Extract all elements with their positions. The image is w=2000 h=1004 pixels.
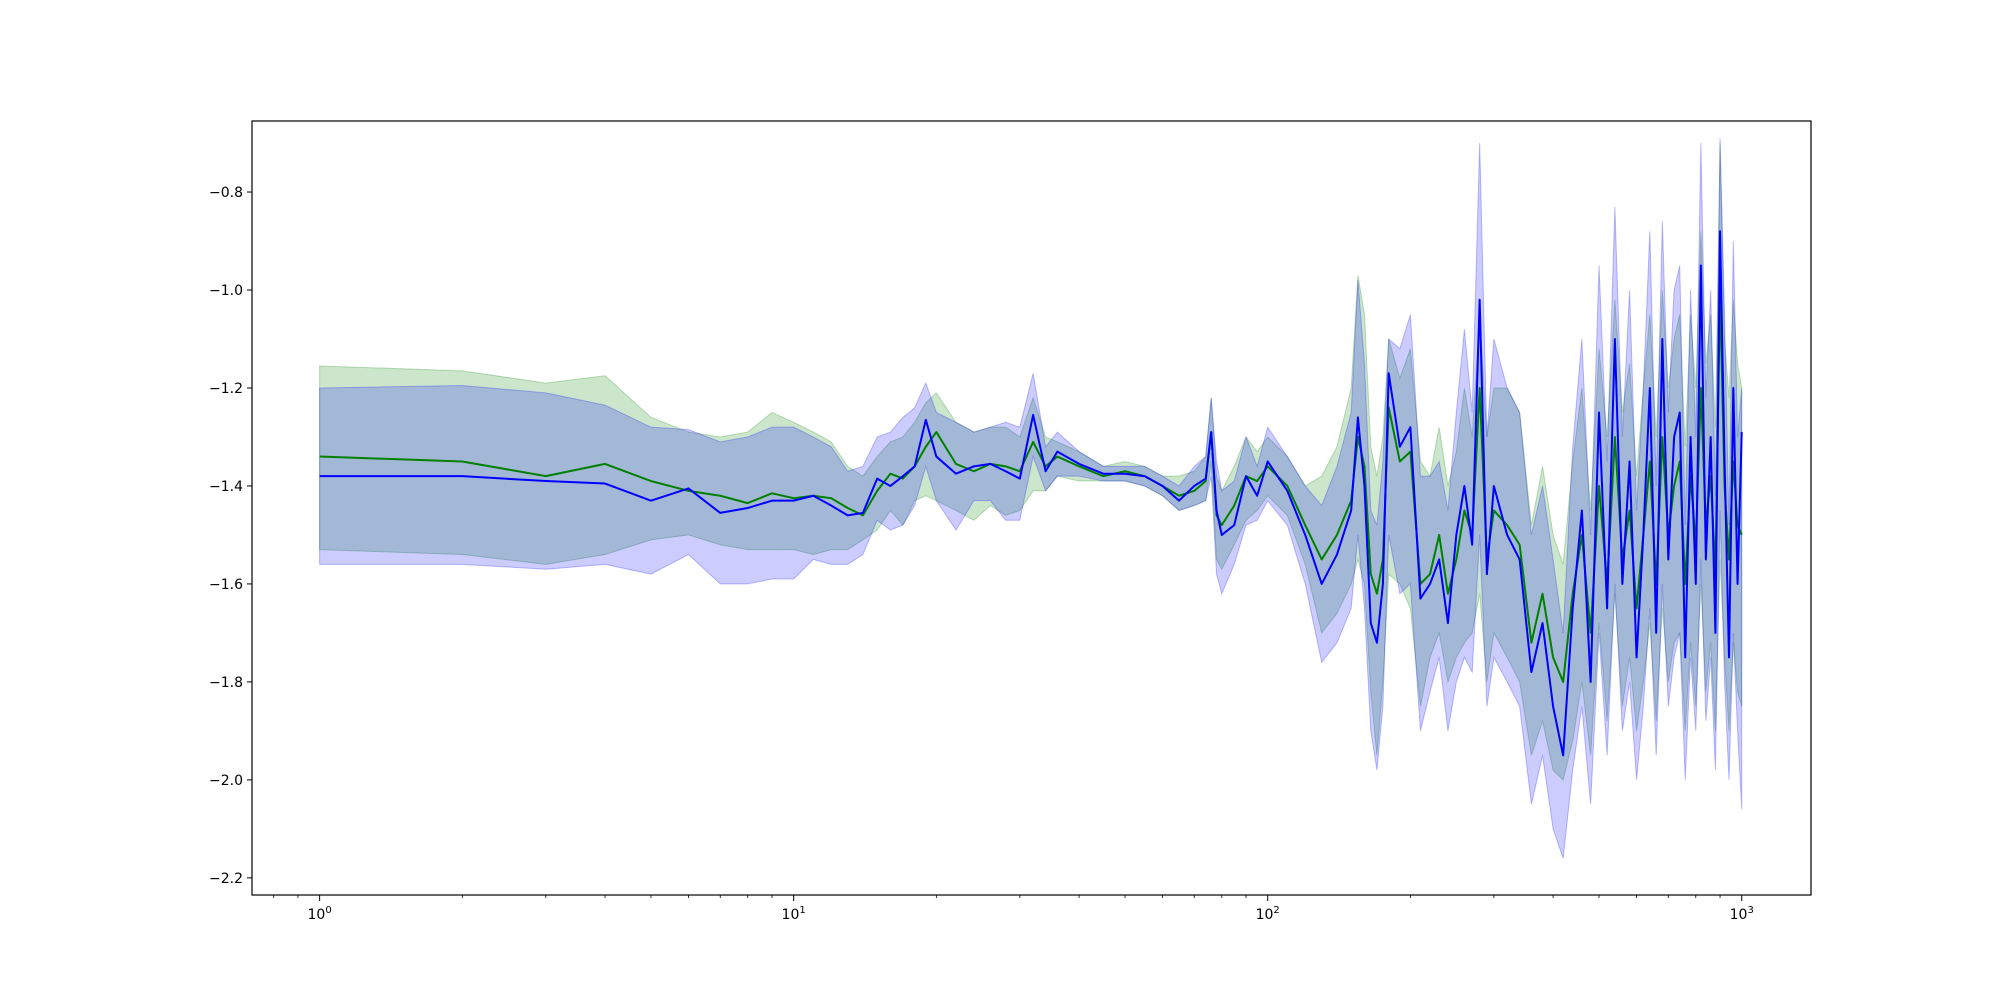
y-tick-label: −1.8	[209, 675, 243, 691]
y-tick-label: −0.8	[209, 185, 243, 201]
y-tick-label: −1.2	[209, 381, 243, 397]
series-1-band	[319, 138, 1743, 859]
x-tick-label: 101	[782, 905, 806, 923]
x-tick-label: 103	[1730, 905, 1754, 923]
x-tick-label: 102	[1256, 905, 1280, 923]
y-tick-label: −1.4	[209, 479, 243, 495]
y-tick-label: −2.0	[209, 773, 243, 789]
series-0-band	[319, 143, 1743, 781]
y-tick-label: −1.0	[209, 283, 243, 299]
series-1-line	[319, 230, 1743, 757]
y-tick-label: −2.2	[209, 871, 243, 887]
plot-frame	[251, 120, 1812, 896]
y-tick-label: −1.6	[209, 577, 243, 593]
axes: −0.8 −1.0 −1.2 −1.4 −1.6 −1.8 −2.0 −2.2 100 101 10…	[209, 185, 1754, 923]
series-lines	[319, 230, 1743, 757]
x-tick-label: 100	[308, 905, 332, 923]
confidence-bands	[319, 138, 1743, 859]
